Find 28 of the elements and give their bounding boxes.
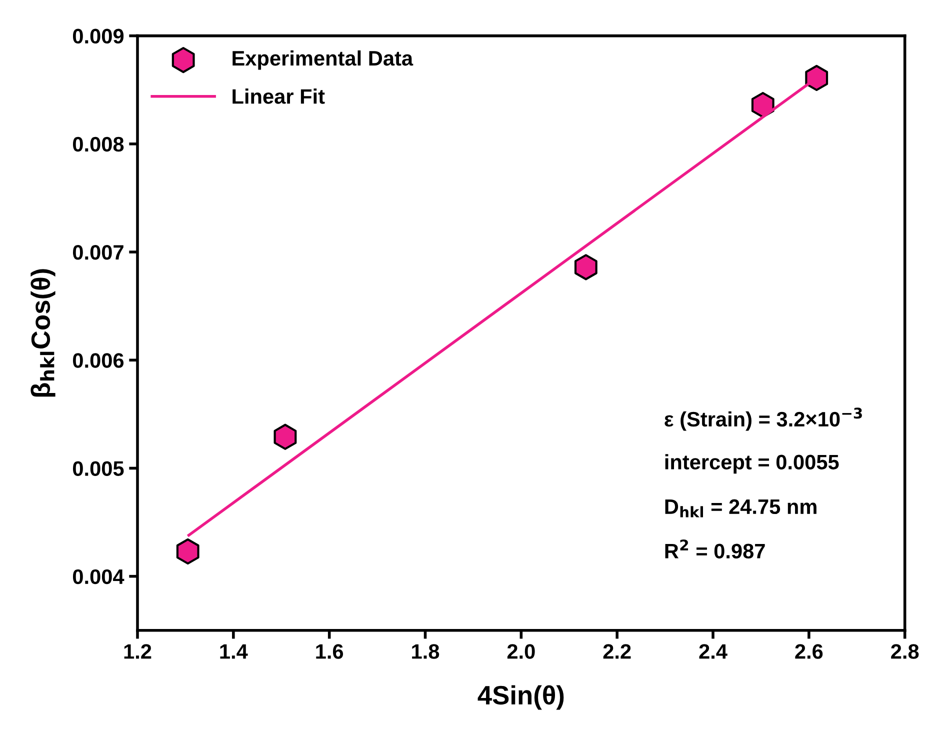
annotation: ε (Strain) = 3.2×10$^{−3}$ (664, 408, 862, 431)
point (274, 424, 297, 450)
x-tick-label: 2.8 (891, 644, 919, 659)
x-tick-label: 1.4 (220, 644, 248, 659)
annotation: intercept = 0.0055 (665, 454, 839, 474)
x-tick-label: 2.0 (507, 644, 535, 659)
x-tick-label: 2.2 (603, 644, 631, 659)
legend-label: Linear Fit (232, 88, 325, 104)
point (176, 538, 200, 565)
legend-label: Experimental Data (232, 50, 414, 70)
x-tick-label: 1.6 (316, 644, 344, 659)
y-tick-label: 0.004 (72, 569, 124, 584)
y-tick-label: 0.006 (72, 353, 124, 368)
x-tick-label: 2.6 (795, 644, 823, 659)
y-axis-title: β$_{hkl}$Cos(θ) (30, 269, 56, 397)
annotation: R$^{2}$ = 0.987 (665, 540, 765, 559)
x-tick-label: 1.8 (412, 644, 440, 659)
x-axis-title: 4Sin(θ) (478, 685, 564, 710)
annotation: D$_{hkl}$ = 24.75 nm (665, 499, 816, 518)
point (805, 64, 828, 92)
y-tick-label: 0.005 (72, 461, 124, 476)
y-tick-label: 0.008 (72, 136, 124, 152)
y-tick-label: 0.007 (72, 245, 124, 260)
x-tick-label: 2.4 (699, 644, 728, 659)
point (574, 254, 598, 280)
point (751, 92, 774, 118)
x-tick-label: 1.2 (124, 644, 152, 659)
y-tick-label: 0.009 (72, 28, 124, 44)
